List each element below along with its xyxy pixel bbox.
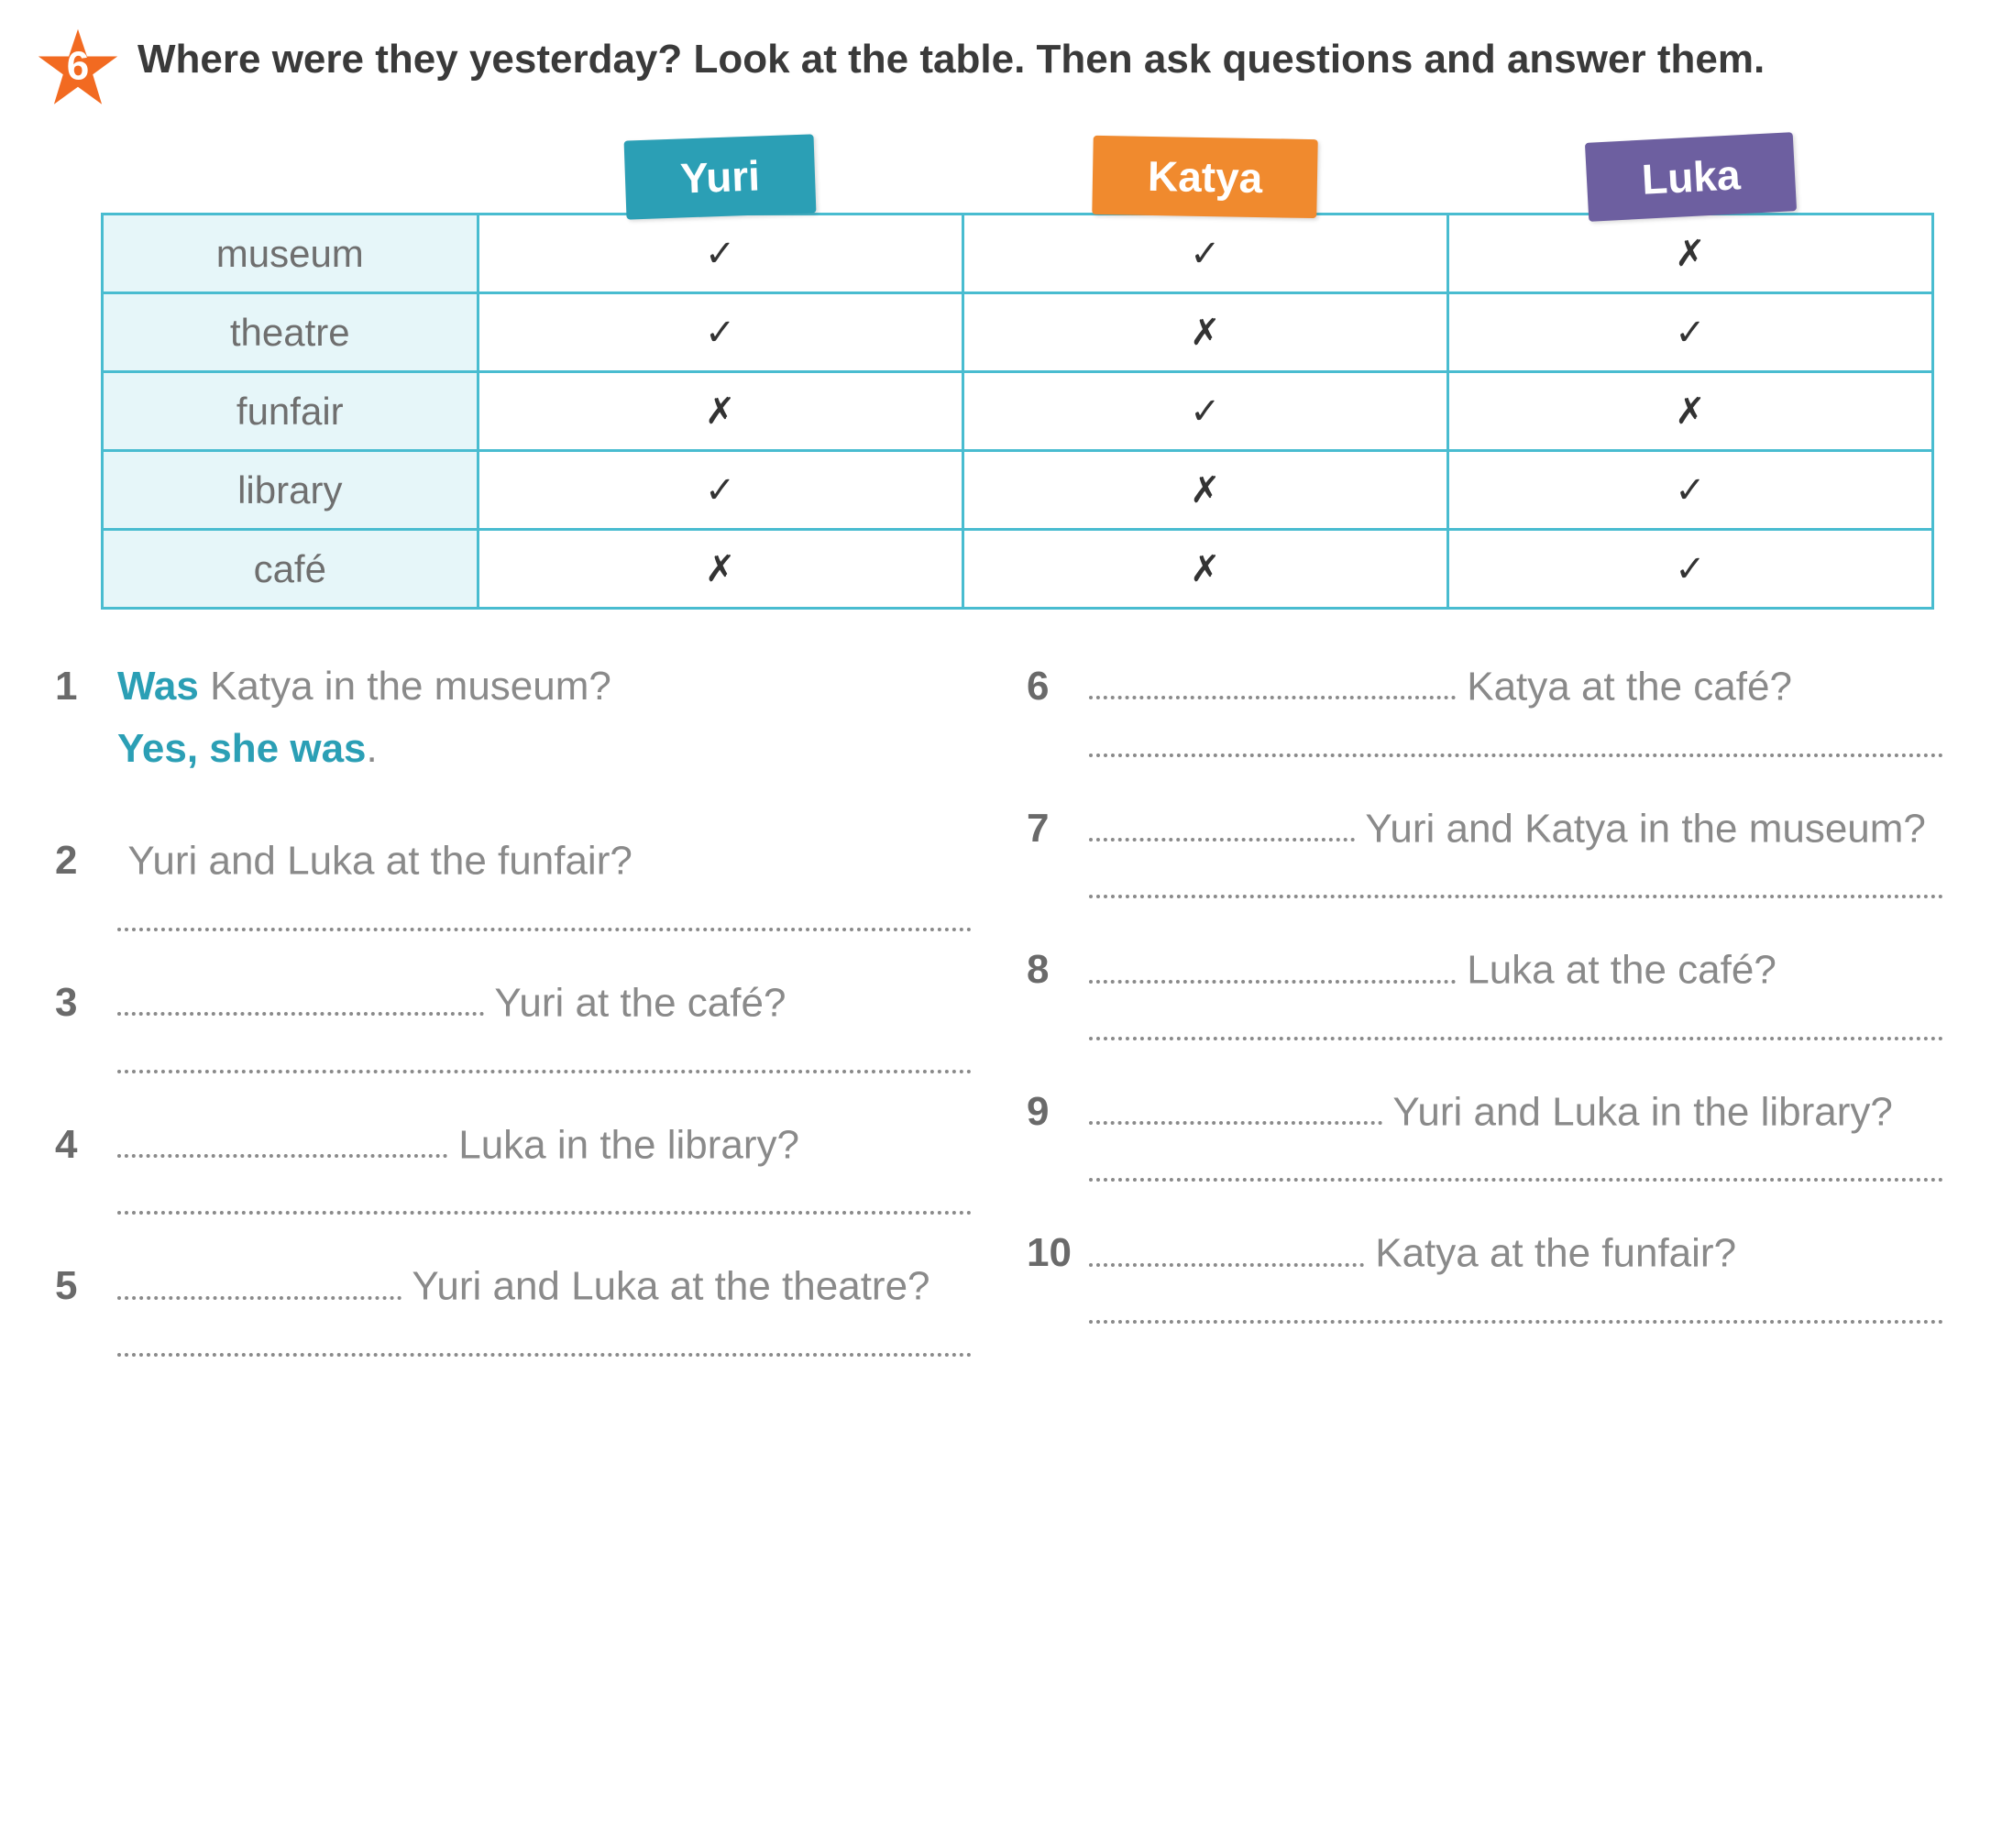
mark-cell: ✗ — [962, 530, 1447, 609]
name-label-luka: Luka — [1585, 132, 1798, 222]
place-cell: museum — [103, 214, 478, 293]
question-number: 6 — [1027, 655, 1063, 719]
fill-blank[interactable] — [1089, 798, 1355, 842]
answer-blank-line[interactable] — [117, 1198, 972, 1215]
question-item: 1 Was Katya in the museum? Yes, she was. — [55, 655, 972, 780]
questions-right-col: 6 Katya at the café? 7 Yuri and Katya in… — [1027, 655, 1943, 1397]
question-prefix: Was — [117, 664, 199, 709]
mark-cell: ✗ — [962, 293, 1447, 372]
question-text: Katya in the museum? — [199, 664, 611, 709]
question-text: Yuri at the café? — [484, 980, 786, 1025]
question-body: Katya at the café? — [1089, 655, 1943, 719]
question-body: Yuri at the café? — [117, 972, 972, 1035]
questions-left-col: 1 Was Katya in the museum? Yes, she was.… — [55, 655, 972, 1397]
question-number: 2 — [55, 830, 92, 893]
question-number: 9 — [1027, 1081, 1063, 1144]
mark-cell: ✗ — [478, 530, 962, 609]
question-body: Yuri and Luka in the library? — [1089, 1081, 1943, 1144]
mark-cell: ✓ — [962, 214, 1447, 293]
table-row: funfair ✗ ✓ ✗ — [103, 372, 1933, 451]
mark-cell: ✓ — [1447, 451, 1932, 530]
answer-suffix: . — [367, 726, 378, 771]
answer-blank-line[interactable] — [117, 1340, 972, 1357]
question-number: 10 — [1027, 1222, 1063, 1285]
answer-blank-line[interactable] — [1089, 741, 1943, 757]
questions-section: 1 Was Katya in the museum? Yes, she was.… — [55, 655, 1965, 1397]
question-body: Was Katya in the museum? Yes, she was. — [117, 655, 972, 780]
mark-cell: ✓ — [478, 214, 962, 293]
question-text: Katya at the café? — [1456, 664, 1792, 709]
question-body: Luka in the library? — [117, 1114, 972, 1177]
exercise-header: 6 Where were they yesterday? Look at the… — [37, 28, 1965, 110]
question-text: Katya at the funfair? — [1364, 1231, 1736, 1276]
question-body: Yuri and Luka at the funfair? — [117, 830, 972, 893]
mark-cell: ✓ — [962, 372, 1447, 451]
exercise-number: 6 — [67, 44, 89, 90]
question-text: Yuri and Luka at the funfair? — [117, 839, 632, 884]
question-number: 1 — [55, 655, 92, 780]
question-body: Luka at the café? — [1089, 939, 1943, 1002]
answer-blank-line[interactable] — [1089, 1165, 1943, 1182]
question-number: 3 — [55, 972, 92, 1035]
table-row: museum ✓ ✓ ✗ — [103, 214, 1933, 293]
place-cell: theatre — [103, 293, 478, 372]
place-cell: funfair — [103, 372, 478, 451]
table-row: café ✗ ✗ ✓ — [103, 530, 1933, 609]
question-number: 8 — [1027, 939, 1063, 1002]
place-cell: café — [103, 530, 478, 609]
fill-blank[interactable] — [117, 1255, 402, 1299]
question-body: Katya at the funfair? — [1089, 1222, 1943, 1285]
table-row: theatre ✓ ✗ ✓ — [103, 293, 1933, 372]
question-text: Yuri and Luka at the theatre? — [402, 1264, 930, 1309]
answer-blank-line[interactable] — [117, 1057, 972, 1073]
name-labels-row: Yuri Katya Luka — [477, 138, 1965, 220]
name-label-yuri: Yuri — [623, 134, 816, 219]
place-cell: library — [103, 451, 478, 530]
question-item: 3 Yuri at the café? — [55, 972, 972, 1035]
mark-cell: ✓ — [1447, 293, 1932, 372]
fill-blank[interactable] — [117, 972, 484, 1016]
answer-blank-line[interactable] — [1089, 882, 1943, 898]
question-body: Yuri and Luka at the theatre? — [117, 1255, 972, 1318]
question-item: 7 Yuri and Katya in the museum? — [1027, 798, 1943, 861]
answer-blank-line[interactable] — [1089, 1307, 1943, 1324]
question-item: 9 Yuri and Luka in the library? — [1027, 1081, 1943, 1144]
question-text: Yuri and Luka in the library? — [1382, 1089, 1893, 1134]
name-label-katya: Katya — [1093, 136, 1319, 218]
fill-blank[interactable] — [1089, 1222, 1364, 1266]
instruction-text: Where were they yesterday? Look at the t… — [138, 28, 1765, 85]
question-item: 5 Yuri and Luka at the theatre? — [55, 1255, 972, 1318]
question-text: Luka in the library? — [447, 1122, 799, 1167]
table-section: Yuri Katya Luka museum ✓ ✓ ✗ theatre ✓ ✗… — [101, 138, 1965, 610]
question-item: 10 Katya at the funfair? — [1027, 1222, 1943, 1285]
question-item: 2 Yuri and Luka at the funfair? — [55, 830, 972, 893]
fill-blank[interactable] — [117, 1114, 447, 1158]
mark-cell: ✗ — [478, 372, 962, 451]
mark-cell: ✓ — [478, 451, 962, 530]
question-item: 6 Katya at the café? — [1027, 655, 1943, 719]
mark-cell: ✗ — [1447, 214, 1932, 293]
fill-blank[interactable] — [1089, 655, 1456, 699]
star-badge: 6 — [37, 28, 119, 110]
mark-cell: ✗ — [962, 451, 1447, 530]
question-number: 5 — [55, 1255, 92, 1318]
answer-blank-line[interactable] — [117, 915, 972, 931]
table-row: library ✓ ✗ ✓ — [103, 451, 1933, 530]
question-item: 4 Luka in the library? — [55, 1114, 972, 1177]
mark-cell: ✗ — [1447, 372, 1932, 451]
question-item: 8 Luka at the café? — [1027, 939, 1943, 1002]
answer-blank-line[interactable] — [1089, 1024, 1943, 1040]
places-table: museum ✓ ✓ ✗ theatre ✓ ✗ ✓ funfair ✗ ✓ ✗… — [101, 213, 1934, 610]
question-text: Luka at the café? — [1456, 948, 1776, 993]
fill-blank[interactable] — [1089, 939, 1456, 983]
fill-blank[interactable] — [1089, 1081, 1382, 1125]
question-text: Yuri and Katya in the museum? — [1355, 806, 1926, 851]
question-body: Yuri and Katya in the museum? — [1089, 798, 1943, 861]
mark-cell: ✓ — [478, 293, 962, 372]
mark-cell: ✓ — [1447, 530, 1932, 609]
question-number: 4 — [55, 1114, 92, 1177]
question-answer: Yes, she was — [117, 726, 367, 771]
question-number: 7 — [1027, 798, 1063, 861]
